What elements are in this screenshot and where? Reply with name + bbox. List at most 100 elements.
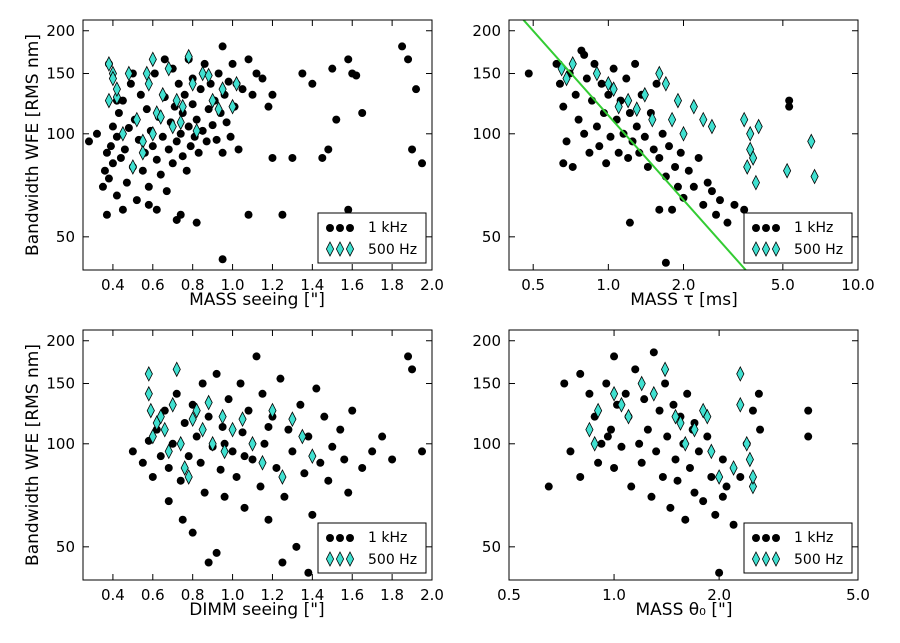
point-1khz xyxy=(194,148,203,157)
legend: 1 kHz 500 Hz xyxy=(743,212,853,264)
point-500hz xyxy=(617,396,626,413)
point-500hz xyxy=(188,411,197,428)
x-tick-label: 1.8 xyxy=(380,586,404,604)
point-500hz xyxy=(124,65,133,82)
point-1khz xyxy=(132,196,141,205)
point-1khz xyxy=(260,439,269,448)
point-1khz xyxy=(703,178,712,187)
point-1khz xyxy=(228,447,237,456)
point-1khz xyxy=(228,59,237,68)
x-tick-label: 1.4 xyxy=(300,276,324,294)
point-500hz xyxy=(707,118,716,135)
legend-frame xyxy=(743,212,853,264)
point-1khz xyxy=(308,79,317,88)
point-500hz xyxy=(624,92,633,109)
point-500hz xyxy=(655,65,664,82)
point-500hz xyxy=(192,122,201,139)
point-1khz xyxy=(196,85,205,94)
point-1khz xyxy=(198,379,207,388)
point-1khz xyxy=(152,155,161,164)
point-1khz xyxy=(278,558,287,567)
point-500hz xyxy=(810,168,819,185)
plot-frame xyxy=(82,19,433,271)
point-1khz xyxy=(188,528,197,537)
legend-diamond xyxy=(345,241,355,257)
point-1khz xyxy=(604,90,613,99)
point-1khz xyxy=(679,193,688,202)
point-1khz xyxy=(298,69,307,78)
x-tick-label: 10.0 xyxy=(841,276,874,294)
point-1khz xyxy=(120,145,129,154)
x-tick-label: 2.0 xyxy=(420,276,444,294)
point-1khz xyxy=(204,412,213,421)
x-tick-label: 0.5 xyxy=(521,276,545,294)
point-1khz xyxy=(280,492,289,501)
point-1khz xyxy=(606,132,615,141)
point-1khz xyxy=(690,488,699,497)
point-1khz xyxy=(126,79,135,88)
point-1khz xyxy=(128,447,137,456)
y-tick-label: 50 xyxy=(482,538,501,556)
x-axis-label: MASS seeing ["] xyxy=(189,290,325,310)
point-1khz xyxy=(671,162,680,171)
point-500hz xyxy=(748,478,757,495)
point-1khz xyxy=(324,145,333,154)
point-500hz xyxy=(180,460,189,476)
point-1khz xyxy=(328,442,337,451)
point-1khz xyxy=(214,69,223,78)
point-1khz xyxy=(552,59,561,68)
point-1khz xyxy=(278,210,287,219)
point-500hz xyxy=(104,56,113,72)
point-1khz xyxy=(316,458,325,467)
point-1khz xyxy=(585,148,594,157)
point-1khz xyxy=(736,472,745,481)
point-1khz xyxy=(661,258,670,267)
point-500hz xyxy=(144,366,153,382)
legend-label-1khz: 1 kHz xyxy=(794,530,833,546)
point-1khz xyxy=(196,458,205,467)
point-1khz xyxy=(164,145,173,154)
legend-marker-500hz xyxy=(325,551,355,567)
point-1khz xyxy=(204,105,213,114)
point-1khz xyxy=(566,447,575,456)
point-1khz xyxy=(150,69,159,78)
point-1khz xyxy=(592,122,601,131)
point-1khz xyxy=(562,137,571,146)
point-1khz xyxy=(104,174,113,183)
point-1khz xyxy=(202,137,211,146)
point-500hz xyxy=(594,402,603,419)
point-1khz xyxy=(238,85,247,94)
point-500hz xyxy=(742,435,751,452)
point-1khz xyxy=(729,520,738,529)
point-1khz xyxy=(559,102,568,111)
point-1khz xyxy=(580,129,589,138)
point-1khz xyxy=(100,166,109,175)
point-1khz xyxy=(723,218,732,227)
x-tick-label: 1.0 xyxy=(602,586,626,604)
point-500hz xyxy=(232,75,241,92)
point-500hz xyxy=(238,411,247,428)
point-500hz xyxy=(168,396,177,413)
x-axis-label: MASS θ₀ ["] xyxy=(636,600,733,620)
panel-mass-seeing: 0.4 0.6 0.8 1.0 1.2 1.4 1.6 1.8 2.0 50 100 150 200 M… xyxy=(46,19,444,310)
point-1khz xyxy=(222,118,231,127)
point-1khz xyxy=(212,548,221,557)
point-1khz xyxy=(631,365,640,374)
point-1khz xyxy=(398,42,407,51)
point-500hz xyxy=(218,81,227,98)
x-tick-label: 2.0 xyxy=(420,586,444,604)
point-500hz xyxy=(178,98,187,115)
x-tick-label: 0.8 xyxy=(181,586,205,604)
x-tick-label: 1.6 xyxy=(340,586,364,604)
point-1khz xyxy=(144,200,153,209)
point-1khz xyxy=(236,379,245,388)
point-1khz xyxy=(178,152,187,161)
point-500hz xyxy=(736,396,745,413)
point-1khz xyxy=(288,153,297,162)
point-1khz xyxy=(224,395,233,404)
point-500hz xyxy=(689,98,698,115)
point-500hz xyxy=(746,125,755,142)
point-1khz xyxy=(244,210,253,219)
legend: 1 kHz 500 Hz xyxy=(317,212,427,264)
point-500hz xyxy=(258,454,267,471)
